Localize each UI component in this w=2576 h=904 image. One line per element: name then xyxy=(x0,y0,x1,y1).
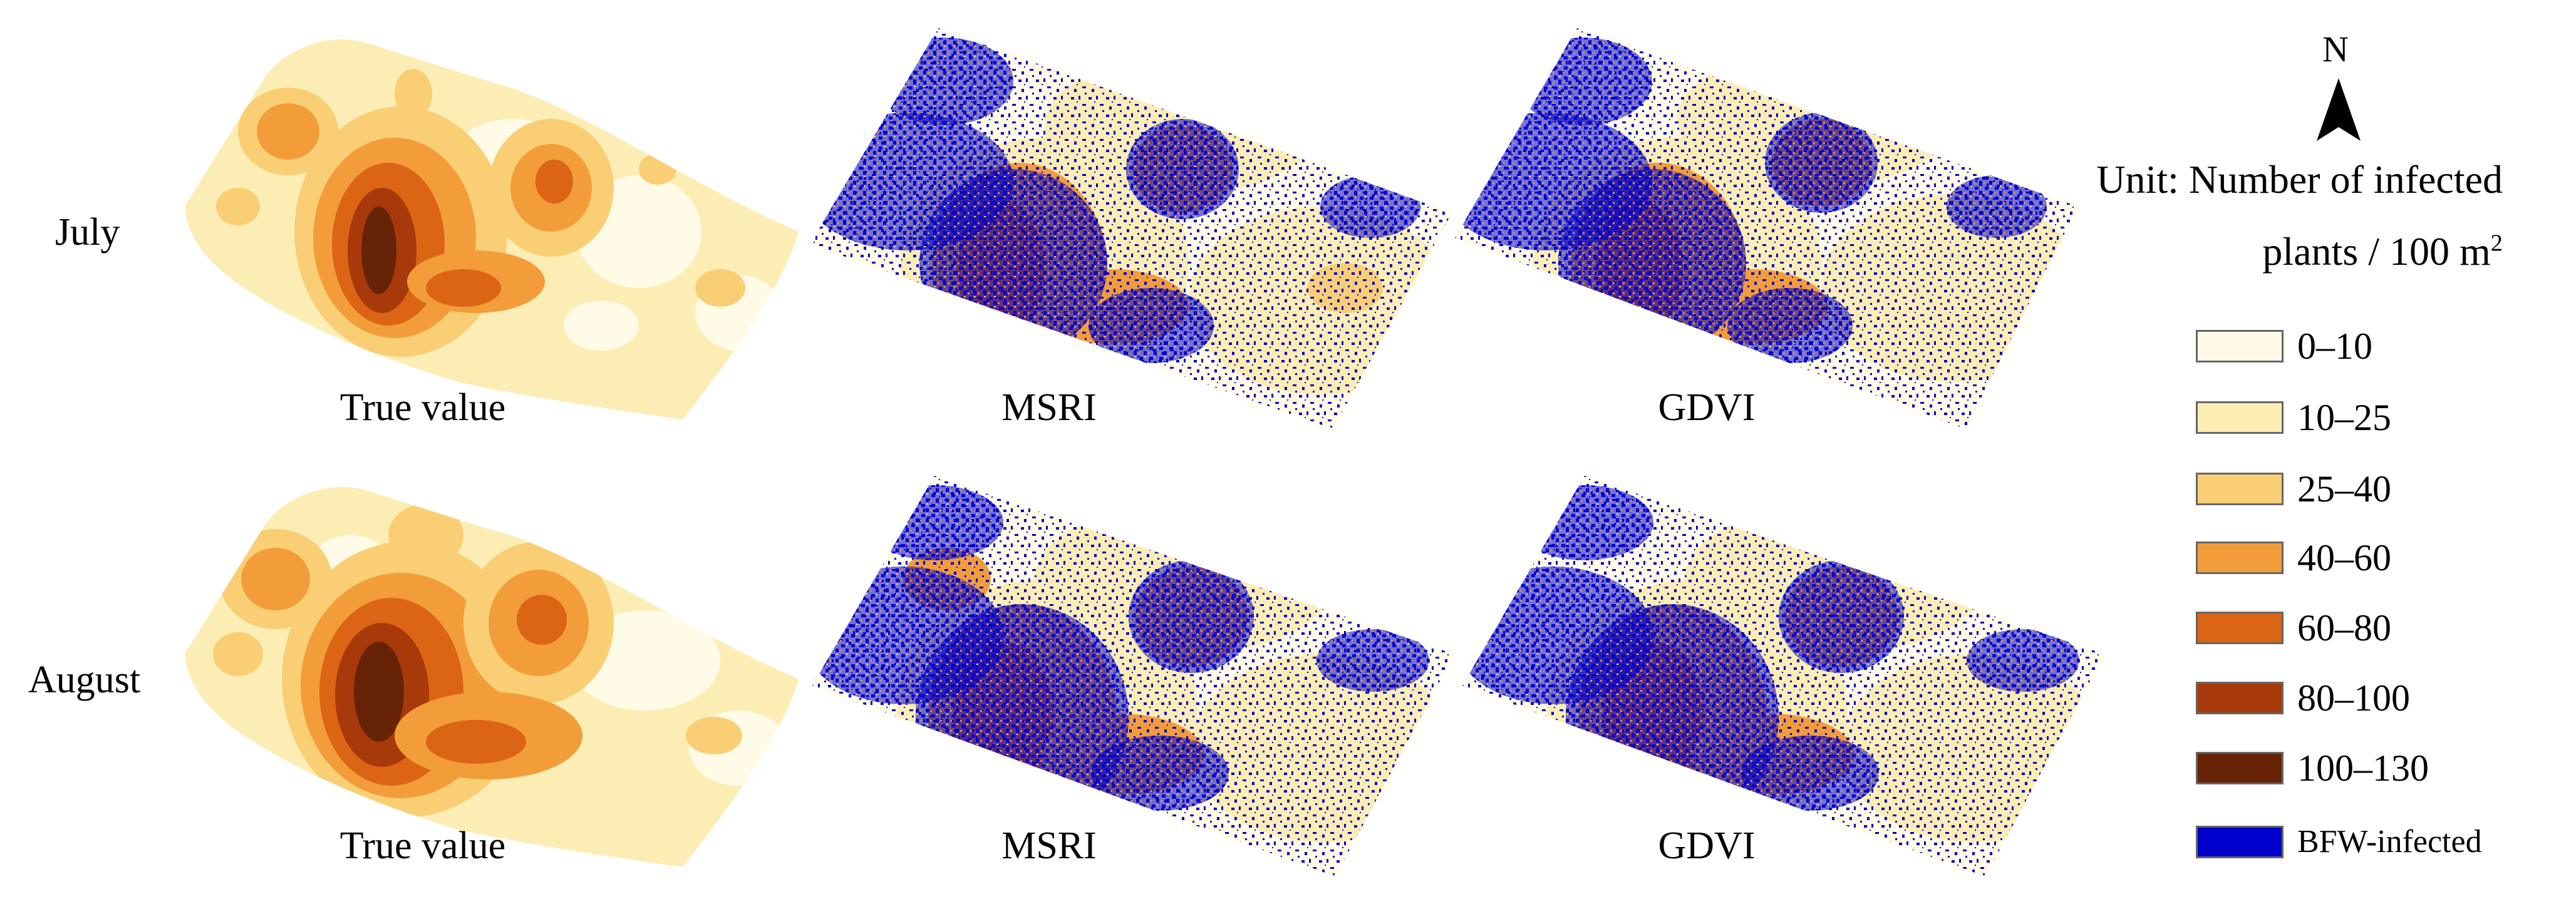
legend-item-7: BFW-infected xyxy=(2196,824,2482,860)
legend-label: 100–130 xyxy=(2297,747,2429,789)
legend-item-6: 100–130 xyxy=(2196,747,2429,789)
row-label-august: August xyxy=(28,659,141,701)
unit-superscript: 2 xyxy=(2490,230,2503,257)
legend-swatch xyxy=(2196,542,2284,574)
legend-label: 60–80 xyxy=(2297,607,2391,649)
north-label: N xyxy=(2322,29,2349,69)
legend-item-5: 80–100 xyxy=(2196,677,2410,719)
legend-swatch xyxy=(2196,682,2284,714)
legend-label: 40–60 xyxy=(2297,537,2391,578)
caption-july-true-value: True value xyxy=(339,386,506,429)
map-july-gdvi xyxy=(1455,28,2078,429)
legend-swatch xyxy=(2196,401,2284,434)
legend-label: 80–100 xyxy=(2297,677,2410,719)
caption-july-msri: MSRI xyxy=(1001,386,1097,429)
legend-swatch xyxy=(2196,330,2284,362)
map-july-msri xyxy=(810,28,1452,429)
map-august-gdvi xyxy=(1462,476,2104,876)
legend-item-1: 10–25 xyxy=(2196,397,2391,438)
legend-item-2: 25–40 xyxy=(2196,468,2391,510)
legend-label: 0–10 xyxy=(2297,326,2372,367)
legend-item-4: 60–80 xyxy=(2196,607,2391,649)
north-arrow-icon xyxy=(2317,78,2361,141)
legend-swatch xyxy=(2196,473,2284,505)
caption-july-gdvi: GDVI xyxy=(1658,386,1756,429)
map-august-true-value xyxy=(185,487,799,867)
legend-swatch xyxy=(2196,612,2284,644)
map-july-true-value xyxy=(185,39,799,419)
caption-august-msri: MSRI xyxy=(1001,824,1097,867)
legend-label: BFW-infected xyxy=(2297,824,2482,860)
map-august-msri xyxy=(812,476,1454,876)
legend-label: 25–40 xyxy=(2297,468,2391,510)
unit-line-2: plants / 100 m2 xyxy=(2262,229,2503,274)
legend-item-0: 0–10 xyxy=(2196,326,2372,367)
legend-label: 10–25 xyxy=(2297,397,2391,438)
caption-august-gdvi: GDVI xyxy=(1658,824,1756,867)
unit-line-1: Unit: Number of infected xyxy=(2096,157,2503,202)
caption-august-true-value: True value xyxy=(339,824,506,867)
row-label-july: July xyxy=(55,211,120,254)
legend-item-3: 40–60 xyxy=(2196,537,2391,578)
legend-swatch xyxy=(2196,826,2284,858)
legend-swatch xyxy=(2196,752,2284,784)
